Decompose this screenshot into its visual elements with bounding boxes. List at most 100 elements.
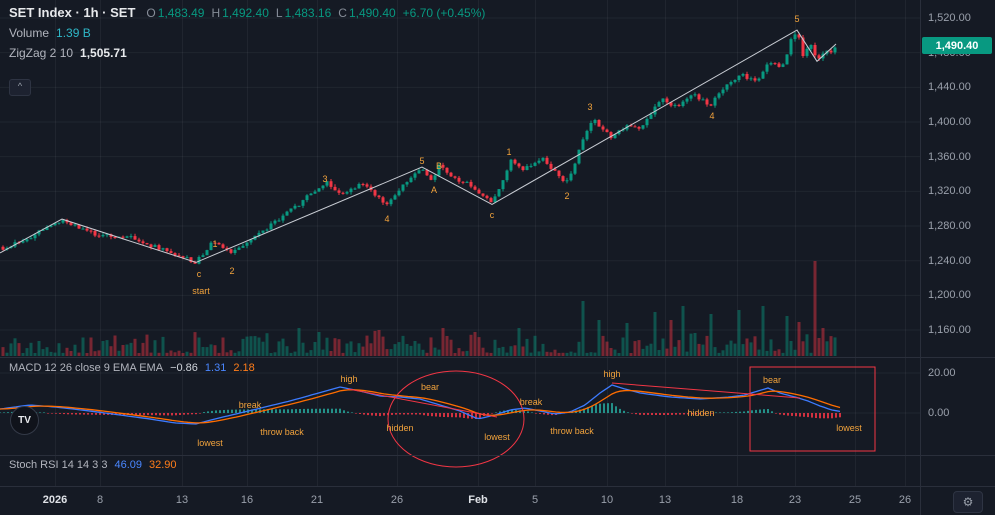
ohlc-low: L 1,483.16 — [276, 6, 331, 20]
time-axis-label: 2026 — [42, 494, 68, 506]
symbol-header[interactable]: SET Index · 1h · SET O 1,483.49 H 1,492.… — [9, 5, 485, 20]
time-axis-label: 18 — [730, 494, 744, 506]
tradingview-logo[interactable]: TV — [10, 406, 39, 435]
price-axis-label: 1,160.00 — [928, 324, 971, 337]
chevron-up-icon: ^ — [17, 81, 23, 91]
macd-axis-label: 20.00 — [928, 367, 956, 379]
time-axis-label: 25 — [848, 494, 862, 506]
macd-header[interactable]: MACD 12 26 close 9 EMA EMA −0.86 1.31 2.… — [9, 362, 255, 374]
svg-text:c: c — [197, 269, 202, 279]
macd-hist-value: −0.86 — [170, 362, 198, 374]
ohlc-close-value: 1,490.40 — [348, 6, 396, 20]
svg-text:high: high — [603, 369, 620, 379]
svg-text:lowest: lowest — [484, 432, 510, 442]
svg-text:2: 2 — [229, 266, 234, 276]
grid-layer — [0, 0, 920, 486]
price-axis-label: 1,320.00 — [928, 185, 971, 198]
time-axis-label: 23 — [788, 494, 802, 506]
svg-text:bear: bear — [763, 375, 781, 385]
time-axis-label: 16 — [240, 494, 254, 506]
svg-text:break: break — [239, 400, 262, 410]
svg-text:c: c — [490, 210, 495, 220]
ohlc-close-label: C — [338, 6, 347, 20]
price-axis-label: 1,520.00 — [928, 12, 971, 24]
macd-axis-label: 0.00 — [928, 407, 950, 419]
svg-text:2: 2 — [564, 191, 569, 201]
candles-layer — [1, 32, 837, 265]
ohlc-high: H 1,492.40 — [211, 6, 268, 20]
annotations-layer: high bear break lowest throw back hidden lowes… — [197, 366, 876, 468]
ohlc-change: +6.70 (+0.45%) — [402, 6, 486, 20]
svg-text:hidden: hidden — [687, 408, 714, 418]
zigzag-layer — [0, 29, 837, 263]
svg-text:1: 1 — [506, 147, 511, 157]
svg-text:3: 3 — [322, 174, 327, 184]
zigzag-value: 1,505.71 — [80, 46, 127, 60]
time-axis-label: 26 — [898, 494, 912, 506]
ohlc-open: O 1,483.49 — [146, 6, 204, 20]
ohlc-high-value: 1,492.40 — [222, 6, 269, 20]
time-axis-label: 26 — [390, 494, 404, 506]
svg-text:bear: bear — [421, 382, 439, 392]
zigzag-indicator-row[interactable]: ZigZag 2 10 1,505.71 — [9, 46, 127, 60]
current-price-badge: 1,490.40 — [922, 37, 992, 54]
price-axis-label: 1,240.00 — [928, 254, 971, 267]
time-axis-label: 21 — [310, 494, 324, 506]
svg-text:4: 4 — [384, 214, 389, 224]
symbol-title[interactable]: SET Index · 1h · SET — [9, 5, 136, 20]
svg-text:A: A — [431, 185, 437, 195]
svg-text:B: B — [436, 161, 442, 171]
macd-signal-value: 2.18 — [233, 362, 255, 374]
time-axis[interactable]: 2026 8 13 16 21 26 Feb 5 10 13 18 23 25 26 — [0, 487, 995, 515]
volume-value: 1.39 B — [56, 26, 91, 40]
ohlc-close: C 1,490.40 — [338, 6, 395, 20]
svg-text:lowest: lowest — [197, 438, 223, 448]
settings-gear-icon: ⚙ — [962, 495, 974, 509]
price-axis-label: 1,200.00 — [928, 289, 971, 302]
macd-label: MACD 12 26 close 9 EMA EMA — [9, 362, 164, 374]
time-axis-label: 5 — [531, 494, 539, 506]
time-axis-label: 10 — [600, 494, 614, 506]
svg-text:throw back: throw back — [260, 427, 304, 437]
svg-text:3: 3 — [587, 102, 592, 112]
tradingview-logo-mark: TV — [18, 415, 31, 426]
svg-text:5: 5 — [419, 156, 424, 166]
time-axis-label: 13 — [175, 494, 189, 506]
svg-text:hidden: hidden — [386, 423, 413, 433]
collapse-indicators-button[interactable]: ^ — [9, 79, 31, 96]
svg-text:high: high — [340, 374, 357, 384]
time-axis-label: 13 — [658, 494, 672, 506]
volume-indicator-row[interactable]: Volume 1.39 B — [9, 26, 91, 40]
price-axis-label: 1,400.00 — [928, 116, 971, 128]
time-axis-label: 8 — [96, 494, 104, 506]
volume-label: Volume — [9, 26, 50, 40]
zigzag-label: ZigZag 2 10 — [9, 46, 74, 60]
ohlc-open-label: O — [146, 6, 156, 20]
stoch-k-value: 46.09 — [114, 459, 142, 471]
svg-text:5: 5 — [794, 14, 799, 24]
timeaxis-settings-button[interactable]: ⚙ — [953, 491, 983, 513]
svg-text:throw back: throw back — [550, 426, 594, 436]
stoch-rsi-label: Stoch RSI 14 14 3 3 — [9, 459, 108, 471]
price-axis-label: 1,360.00 — [928, 150, 971, 163]
time-axis-label: Feb — [468, 494, 488, 506]
ohlc-low-label: L — [275, 6, 283, 20]
stoch-d-value: 32.90 — [148, 459, 177, 471]
stoch-rsi-header[interactable]: Stoch RSI 14 14 3 3 46.09 32.90 — [9, 459, 177, 471]
wave-labels-layer: c start 1 2 3 4 5 A Bc 1 2 3 4 5 — [192, 14, 799, 296]
ohlc-open-value: 1,483.49 — [157, 6, 205, 20]
svg-text:start: start — [192, 286, 210, 296]
svg-text:break: break — [520, 397, 543, 407]
ohlc-high-label: H — [211, 6, 221, 20]
ohlc-low-value: 1,483.16 — [284, 6, 332, 20]
price-axis-label: 1,280.00 — [928, 220, 971, 233]
svg-text:1: 1 — [212, 239, 217, 249]
macd-line-value: 1.31 — [204, 362, 227, 374]
volume-layer — [1, 261, 837, 356]
svg-text:lowest: lowest — [836, 423, 862, 433]
price-axis[interactable]: 1,490.40 1,520.001,480.001,440.001,400.0… — [921, 0, 995, 487]
price-axis-label: 1,440.00 — [928, 81, 971, 94]
svg-text:4: 4 — [709, 111, 714, 121]
